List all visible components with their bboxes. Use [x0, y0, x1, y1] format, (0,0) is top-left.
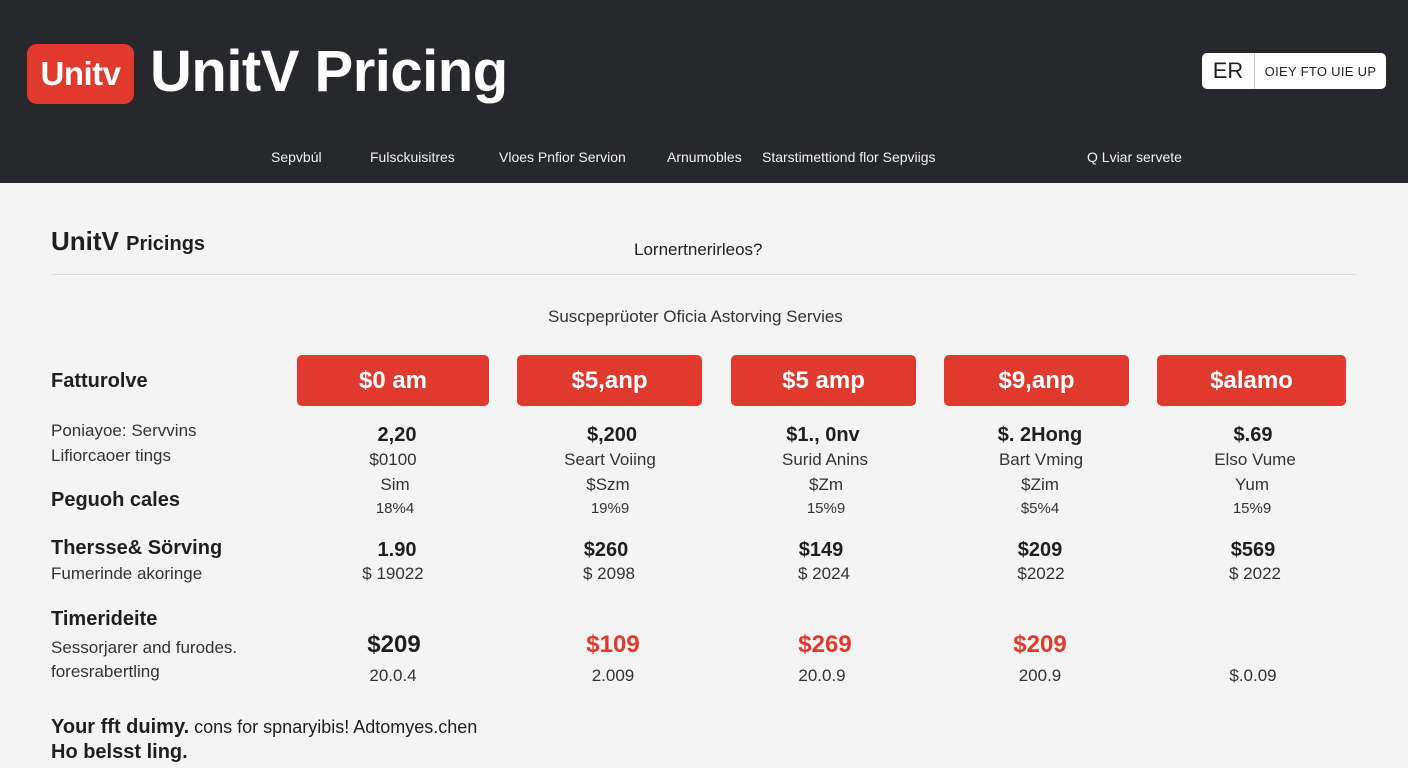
nav-item-2[interactable]: Fulsckuisitres	[370, 149, 455, 165]
nav-item-5[interactable]: Starstimettiond flor Sepviigs	[762, 149, 936, 165]
section-title-main: UnitV	[51, 226, 119, 256]
section-title-small: Pricings	[126, 233, 206, 255]
plan-2-t1: $260	[583, 539, 629, 561]
signup-button[interactable]: OIEY FTO UIE UP	[1264, 63, 1377, 79]
plan-3-r2: Surid Anins	[782, 450, 868, 469]
footer-text-rest: cons for spnaryibis! Adtomyes.chen	[189, 717, 478, 737]
footer-text: Your fft duimy. cons for spnaryibis! Adt…	[51, 716, 477, 739]
plan-5-last: $.0.09	[1229, 666, 1277, 685]
section-divider	[52, 274, 1356, 275]
plan-3-big: $269	[798, 631, 852, 658]
search-link[interactable]: Q Lviar servete	[1087, 149, 1182, 165]
plan-1-t2: $ 19022	[362, 564, 424, 583]
plan-2-r4: 19%9	[590, 500, 630, 517]
row-label-feature: Fatturolve	[51, 370, 148, 392]
plan-5-r3: Yum	[1234, 475, 1270, 494]
plan-2-last: 2.009	[591, 666, 635, 685]
plan-4-r3: $Zim	[1021, 475, 1059, 494]
row-label-line1: Poniayoe: Servvins	[51, 421, 197, 440]
section-question: Lornertnerirleos?	[634, 240, 763, 259]
row-label-group: Peguoh cales	[51, 489, 180, 511]
plan-1-r4: 18%4	[375, 500, 415, 517]
unitv-logo[interactable]: Unitv	[27, 44, 134, 104]
row-label-third: Thersse& Sörving	[51, 537, 223, 559]
plan-2-t2: $ 2098	[583, 564, 635, 583]
section-subtitle: Suscpeprüoter Oficia Astorving Servies	[548, 307, 843, 326]
row-label-line2: Lifiorcaoer tings	[51, 446, 172, 465]
section-title: UnitV Pricings	[51, 226, 205, 257]
plan-1-r1: 2,20	[377, 424, 417, 446]
plan-3-r1: $1., 0nv	[786, 424, 860, 446]
app-title: UnitV Pricing	[150, 39, 508, 104]
top-header: Unitv UnitV Pricing ER OIEY FTO UIE UP S…	[0, 0, 1408, 183]
plan-5-t2: $ 2022	[1229, 564, 1281, 583]
plan-4-big: $209	[1013, 631, 1067, 658]
plan-1-last: 20.0.4	[369, 666, 417, 685]
footer-text-bold: Your fft duimy.	[51, 716, 190, 738]
plan-1-big: $209	[367, 631, 421, 658]
row-label-third-sub: Fumerinde akoringe	[51, 564, 203, 583]
row-label-timer: Timerideite	[51, 608, 158, 630]
plan-3-last: 20.0.9	[798, 666, 846, 685]
nav-item-1[interactable]: Sepvbúl	[271, 149, 322, 165]
plan-4-r4: $5%4	[1020, 500, 1060, 517]
plan-3-r3: $Zm	[809, 475, 843, 494]
plan-1-r2: $0100	[369, 450, 417, 469]
plan-4-r2: Bart Vming	[998, 450, 1084, 469]
lang-signup-box: ER OIEY FTO UIE UP	[1202, 53, 1386, 89]
plan-button-4[interactable]: $9,anp	[944, 355, 1129, 406]
plan-4-r1: $. 2Hong	[997, 424, 1083, 446]
footer-text-line2: Ho belsst ling.	[51, 741, 188, 763]
plan-2-r2: Seart Voiing	[564, 450, 656, 469]
plan-button-1[interactable]: $0 am	[297, 355, 489, 406]
row-label-timer-sub1: Sessorjarer and furodes.	[51, 638, 238, 657]
plan-3-r4: 15%9	[806, 500, 846, 517]
plan-5-r4: 15%9	[1232, 500, 1272, 517]
plan-5-t1: $569	[1230, 539, 1276, 561]
plan-4-t1: $209	[1017, 539, 1063, 561]
plan-button-3[interactable]: $5 amp	[731, 355, 916, 406]
plan-4-last: 200.9	[1018, 666, 1062, 685]
plan-1-t1: 1.90	[377, 539, 417, 561]
plan-button-5[interactable]: $alamo	[1157, 355, 1346, 406]
language-selector[interactable]: ER	[1202, 53, 1255, 89]
plan-1-r3: Sim	[380, 475, 410, 494]
plan-3-t2: $ 2024	[798, 564, 850, 583]
plan-5-r2: Elso Vume	[1214, 450, 1296, 469]
plan-5-r1: $.69	[1233, 424, 1273, 446]
plan-4-t2: $2022	[1017, 564, 1065, 583]
row-label-timer-sub2: foresrabertling	[51, 662, 160, 681]
plan-3-t1: $149	[798, 539, 844, 561]
plan-button-2[interactable]: $5,anp	[517, 355, 702, 406]
plan-2-r3: $Szm	[586, 475, 630, 494]
plan-2-r1: $,200	[586, 424, 638, 446]
plan-2-big: $109	[586, 631, 640, 658]
nav-item-4[interactable]: Arnumobles	[667, 149, 742, 165]
nav-item-3[interactable]: Vloes Pnfior Servion	[499, 149, 626, 165]
